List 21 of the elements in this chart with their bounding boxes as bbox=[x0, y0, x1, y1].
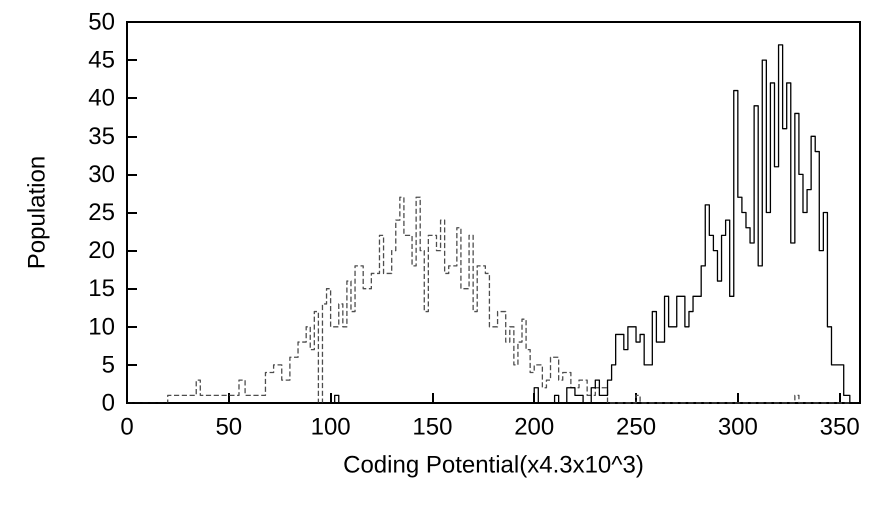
x-tick-label: 300 bbox=[718, 414, 758, 440]
y-tick-label: 0 bbox=[102, 390, 115, 416]
x-tick-label: 100 bbox=[310, 414, 351, 440]
y-tick-label: 45 bbox=[88, 46, 115, 74]
y-tick-label: 40 bbox=[88, 84, 115, 112]
y-tick-label: 5 bbox=[102, 351, 115, 378]
x-tick-label: 150 bbox=[412, 414, 452, 440]
x-tick-label: 0 bbox=[120, 414, 134, 440]
y-tick-label: 35 bbox=[88, 122, 115, 150]
x-axis-title: Coding Potential(x4.3x10^3) bbox=[343, 452, 644, 478]
x-tick-label: 350 bbox=[820, 414, 860, 440]
y-tick-label: 25 bbox=[88, 199, 115, 226]
y-axis-title: Population bbox=[24, 156, 50, 270]
y-tick-label: 30 bbox=[88, 160, 115, 188]
y-tick-label: 50 bbox=[88, 8, 115, 36]
y-tick-label: 20 bbox=[88, 237, 115, 264]
y-tick-label: 15 bbox=[88, 275, 115, 302]
x-tick-label: 250 bbox=[616, 414, 656, 440]
y-tick-label: 10 bbox=[88, 313, 115, 340]
x-tick-label: 200 bbox=[514, 414, 554, 440]
x-tick-label: 50 bbox=[215, 414, 242, 440]
